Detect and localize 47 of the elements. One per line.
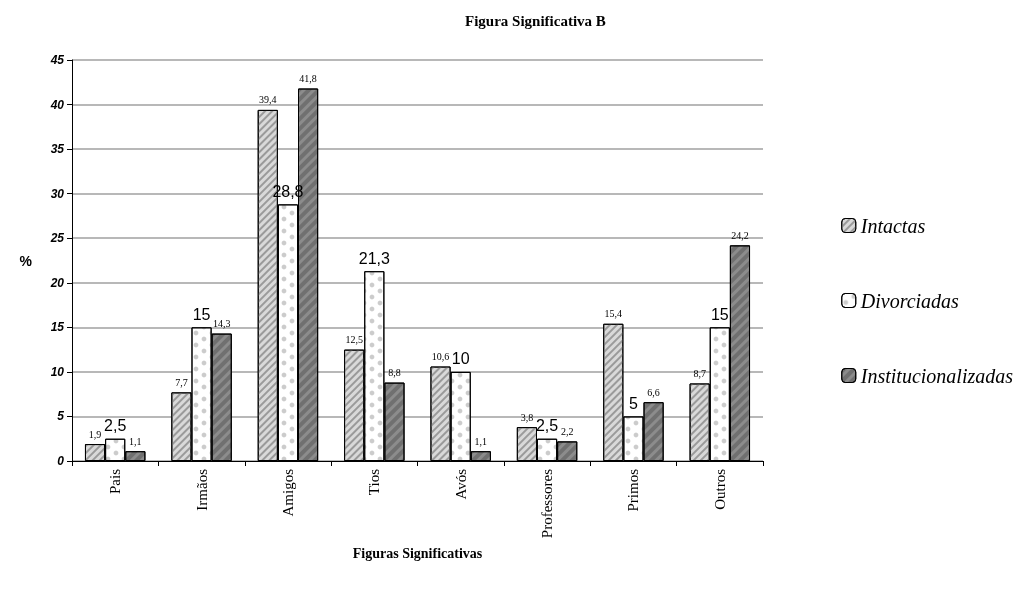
data-label: 8,7: [693, 367, 706, 379]
legend-label: Intactas: [859, 214, 926, 237]
chart-title: Figura Significativa B: [465, 12, 606, 29]
legend-label: Institucionalizadas: [859, 364, 1014, 387]
x-tick-label: Outros: [711, 468, 728, 510]
data-label: 6,6: [647, 386, 660, 398]
x-tick-label: Amigos: [279, 468, 296, 517]
x-tick-label: Pais: [107, 468, 124, 495]
x-tick-label: Tios: [366, 468, 383, 496]
data-label: 1,1: [129, 435, 142, 447]
y-tick-label: 15: [50, 320, 65, 335]
y-tick-label: 20: [49, 275, 65, 290]
data-label: 10,6: [431, 351, 450, 363]
data-label: 14,3: [212, 318, 231, 330]
data-label: 12,5: [345, 334, 363, 346]
y-axis-title: %: [19, 252, 33, 269]
x-tick-label: Professores: [539, 468, 556, 539]
data-label: 7,7: [175, 376, 188, 388]
data-label: 8,8: [388, 367, 401, 379]
y-tick-label: 5: [57, 409, 65, 424]
y-tick-label: 45: [49, 53, 65, 67]
x-tick-label: Avós: [452, 468, 469, 500]
x-tick-label: Irmãos: [193, 468, 210, 511]
x-axis-title: Figuras Significativas: [352, 545, 483, 561]
data-label: 10: [451, 350, 470, 368]
data-label: 24,2: [731, 229, 749, 241]
data-label: 5: [628, 394, 638, 412]
data-label: 2,2: [560, 425, 574, 437]
y-tick-label: 30: [50, 186, 65, 201]
data-label: 15: [710, 305, 729, 323]
y-tick-label: 10: [50, 364, 65, 379]
data-label: 15,4: [604, 308, 623, 320]
y-tick-label: 35: [50, 142, 65, 157]
y-tick-label: 0: [57, 454, 65, 468]
legend-label: Divorciadas: [859, 289, 960, 312]
data-label: 1,1: [474, 435, 488, 447]
y-tick-label: 25: [49, 231, 65, 246]
x-tick-label: Primos: [625, 468, 642, 512]
data-label: 3,8: [520, 411, 534, 423]
y-tick-label: 40: [49, 97, 65, 112]
data-label: 39,4: [259, 94, 277, 106]
data-label: 15: [192, 305, 211, 323]
data-label: 2,5: [104, 417, 127, 435]
data-label: 2,5: [535, 417, 559, 435]
data-label: 1,9: [88, 428, 102, 440]
data-label: 41,8: [299, 73, 317, 85]
data-label: 21,3: [358, 249, 390, 267]
